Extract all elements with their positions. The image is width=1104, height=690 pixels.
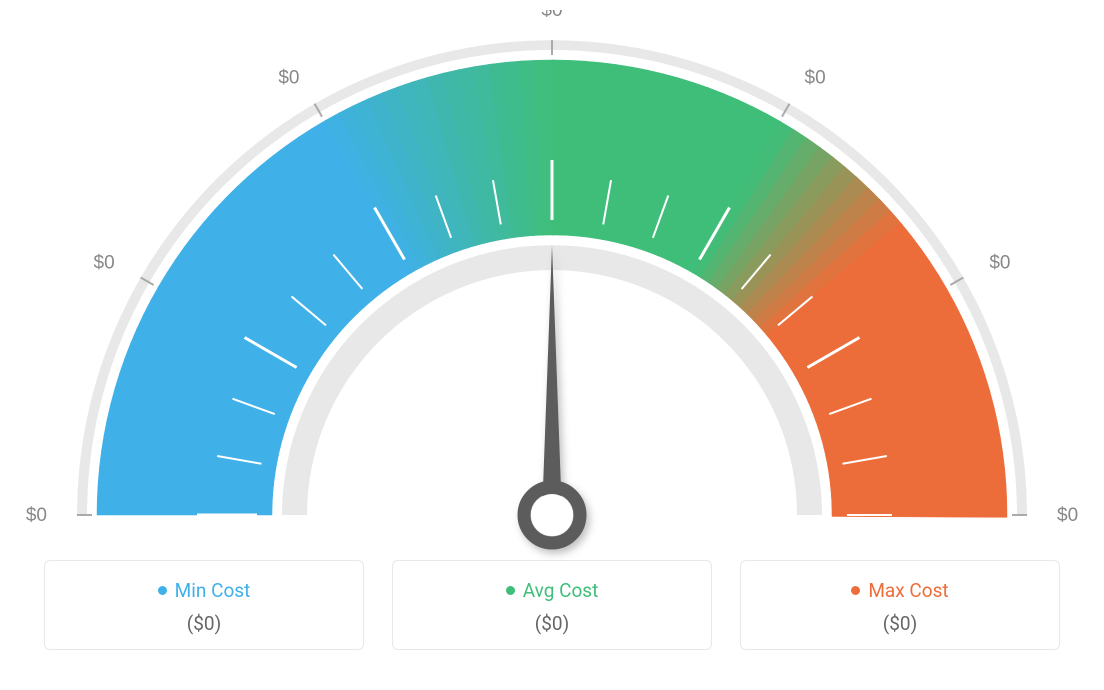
legend-label-min: Min Cost xyxy=(175,579,251,602)
gauge-chart: $0 $0 $0 $0 $0 $0 $0 xyxy=(0,0,1104,560)
svg-text:$0: $0 xyxy=(94,253,115,274)
svg-text:$0: $0 xyxy=(541,10,562,21)
legend-card-max: Max Cost ($0) xyxy=(740,560,1060,650)
legend-label-max: Max Cost xyxy=(868,579,948,602)
legend-dot-min xyxy=(158,586,167,595)
legend-card-avg: Avg Cost ($0) xyxy=(392,560,712,650)
legend-dot-avg xyxy=(506,586,515,595)
legend-row: Min Cost ($0) Avg Cost ($0) Max Cost ($0… xyxy=(0,560,1104,650)
legend-dot-max xyxy=(851,586,860,595)
legend-card-min: Min Cost ($0) xyxy=(44,560,364,650)
svg-text:$0: $0 xyxy=(805,68,826,89)
legend-value-max: ($0) xyxy=(741,612,1059,635)
legend-value-avg: ($0) xyxy=(393,612,711,635)
svg-text:$0: $0 xyxy=(989,253,1010,274)
svg-text:$0: $0 xyxy=(1057,505,1078,526)
legend-label-avg: Avg Cost xyxy=(523,579,599,602)
svg-text:$0: $0 xyxy=(26,505,47,526)
legend-value-min: ($0) xyxy=(45,612,363,635)
svg-text:$0: $0 xyxy=(278,68,299,89)
